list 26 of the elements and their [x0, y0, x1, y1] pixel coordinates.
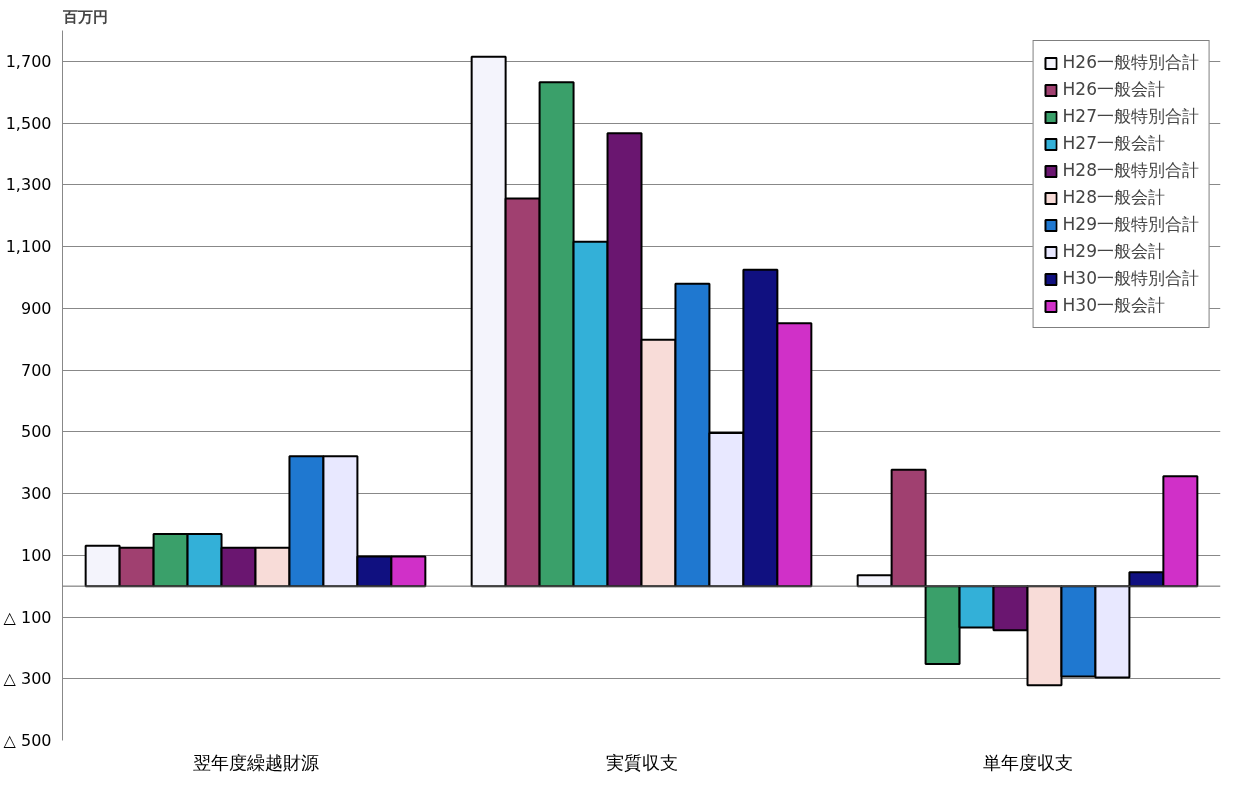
y-tick-label: 700: [20, 360, 52, 380]
y-tick-label: 100: [20, 545, 52, 565]
y-tick-label: △ 300: [3, 669, 52, 689]
y-tick-label: △ 100: [3, 607, 52, 627]
legend-label: H29一般会計: [1062, 240, 1165, 263]
legend-label: H30一般特別合計: [1062, 267, 1199, 290]
y-tick-label: 1,300: [5, 175, 52, 195]
legend-label: H27一般会計: [1062, 132, 1165, 155]
legend-label: H28一般特別合計: [1062, 159, 1199, 182]
x-tick-label: 単年度収支: [982, 751, 1073, 773]
legend-label: H26一般特別合計: [1062, 51, 1199, 74]
y-tick-label: 300: [20, 484, 52, 504]
y-tick-label: 500: [20, 422, 52, 442]
x-tick-label: 翌年度繰越財源: [192, 751, 319, 773]
y-tick-label: △ 500: [3, 731, 52, 750]
y-tick-label: 1,700: [5, 51, 52, 71]
y-tick-label: 900: [20, 298, 52, 318]
y-axis-title: 百万円: [61, 7, 108, 26]
legend-label: H27一般特別合計: [1062, 105, 1199, 128]
y-tick-label: 1,500: [5, 113, 52, 133]
y-tick-label: 1,100: [5, 237, 52, 257]
legend-label: H28一般会計: [1062, 186, 1165, 209]
legend-label: H26一般会計: [1062, 78, 1165, 101]
legend-label: H30一般会計: [1062, 294, 1165, 317]
x-tick-label: 実質収支: [605, 751, 678, 773]
legend-label: H29一般特別合計: [1062, 213, 1199, 236]
